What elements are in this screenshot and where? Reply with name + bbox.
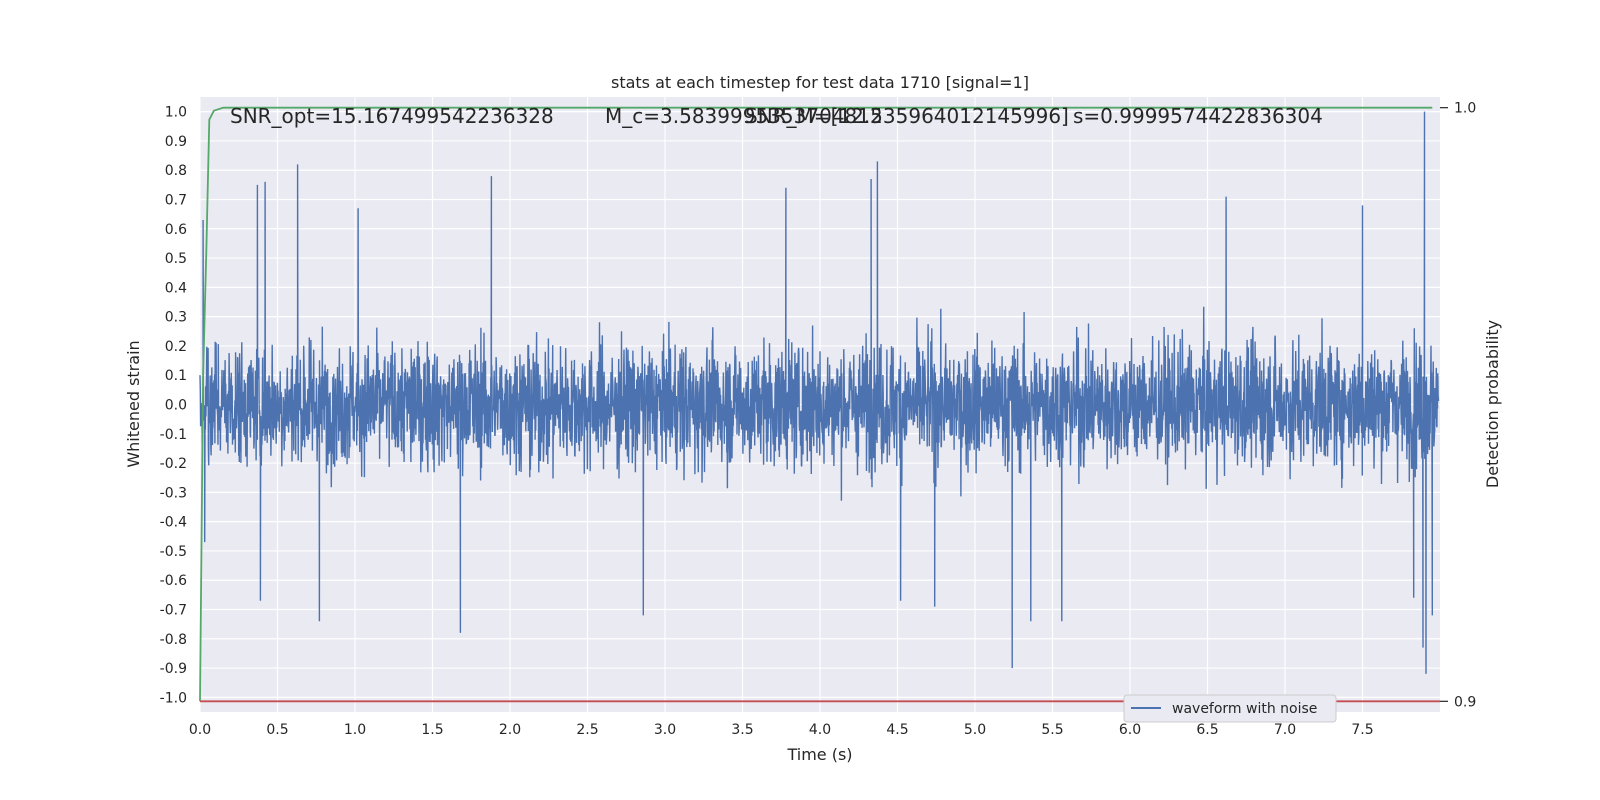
- y-tick-label: 0.8: [165, 163, 187, 179]
- y-tick-label: 0.3: [165, 310, 187, 326]
- series-detection-probability: [199, 106, 1433, 702]
- x-tick-label: 3.0: [654, 722, 676, 738]
- legend-box: [1123, 694, 1337, 723]
- x-tick-label: 3.5: [731, 722, 753, 738]
- x-tick-label: 4.0: [809, 722, 831, 738]
- y-tick-label: -0.9: [160, 661, 187, 677]
- y-tick-label: 0.0: [165, 398, 187, 414]
- x-tick-label: 6.5: [1196, 722, 1218, 738]
- x-tick-label: 5.5: [1041, 722, 1063, 738]
- y-tick-label: 0.6: [165, 222, 187, 238]
- x-tick-label: 0.5: [266, 722, 288, 738]
- y-tick-label: 0.7: [165, 193, 187, 209]
- x-tick-label: 6.0: [1119, 722, 1141, 738]
- y-tick-label: -0.4: [160, 515, 187, 531]
- y-tick-label: 0.9: [165, 134, 187, 150]
- y-tick-label: -0.7: [160, 603, 187, 619]
- y-tick-label: -0.2: [160, 456, 187, 472]
- y2-tick-label: 0.9: [1454, 694, 1476, 710]
- legend: waveform with noise: [1123, 694, 1337, 723]
- y-tick-label: 0.5: [165, 251, 187, 267]
- series-waveform-with-noise: [199, 111, 1440, 674]
- y-tick-label: -0.5: [160, 544, 187, 560]
- y-tick-label: 0.4: [165, 280, 187, 296]
- chart-title: stats at each timestep for test data 171…: [611, 73, 1029, 92]
- x-tick-label: 2.0: [499, 722, 521, 738]
- y-tick-label: 1.0: [165, 105, 187, 121]
- x-tick-label: 2.5: [576, 722, 598, 738]
- y2-tick-label: 1.0: [1454, 101, 1476, 117]
- x-axis-ticks: 0.0 0.5 1.0 1.5 2.0 2.5 3.0 3.5 4.0 4.5 5.0 5.5 6.0 6…: [189, 722, 1374, 738]
- annotation-snr-opt: SNR_opt=15.167499542236328: [230, 104, 554, 128]
- y-tick-label: -0.3: [160, 485, 187, 501]
- y-axis-ticks: 1.0 0.9 0.8 0.7 0.6 0.5 0.4 0.3 0.2 0.1 0.0 -0.1 -0.…: [160, 105, 187, 707]
- x-axis-label: Time (s): [786, 745, 852, 764]
- x-tick-label: 0.0: [189, 722, 211, 738]
- x-tick-label: 5.0: [964, 722, 986, 738]
- legend-label: waveform with noise: [1172, 701, 1317, 717]
- y-tick-label: -0.6: [160, 573, 187, 589]
- x-tick-label: 1.0: [344, 722, 366, 738]
- annotation-s: s=0.9999574422836304: [1073, 104, 1323, 128]
- y-axis-label: Whitened strain: [124, 340, 143, 467]
- y2-axis-label: Detection probability: [1483, 320, 1502, 488]
- y-tick-label: -0.1: [160, 427, 187, 443]
- annotation-mc: M_c=3.5839995353704812: [605, 104, 883, 128]
- x-tick-label: 1.5: [421, 722, 443, 738]
- annotation-snr-m: SNR_M=[12.535964012145996]: [745, 104, 1069, 128]
- x-tick-label: 7.5: [1351, 722, 1373, 738]
- y-tick-label: 0.1: [165, 368, 187, 384]
- x-tick-label: 7.0: [1274, 722, 1296, 738]
- y-tick-label: -1.0: [160, 690, 187, 706]
- y2-axis-ticks: 1.0 0.9: [1440, 101, 1476, 710]
- y-tick-label: -0.8: [160, 632, 187, 648]
- x-tick-label: 4.5: [886, 722, 908, 738]
- y-tick-label: 0.2: [165, 339, 187, 355]
